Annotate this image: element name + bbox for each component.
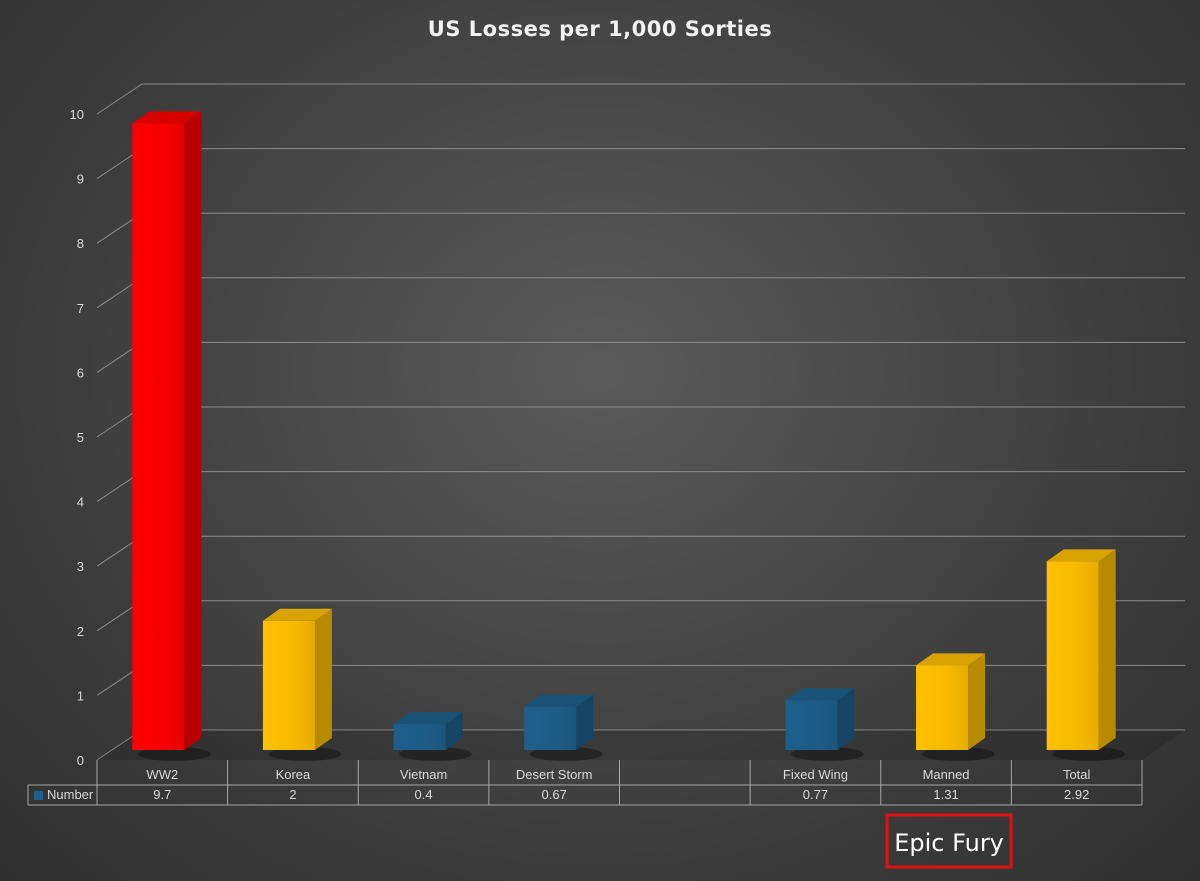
chart-floor xyxy=(97,730,1185,760)
x-tick-label: Fixed Wing xyxy=(783,767,848,782)
bar xyxy=(785,700,838,750)
x-tick-label: Desert Storm xyxy=(516,767,593,782)
callout-label: Epic Fury xyxy=(894,829,1004,857)
y-tick-label: 4 xyxy=(77,495,84,510)
bar-shadow xyxy=(791,747,864,761)
y-tick-label: 1 xyxy=(77,688,84,703)
callout-box xyxy=(885,813,1013,869)
bar xyxy=(393,724,446,750)
y-tick-label: 9 xyxy=(77,172,84,187)
bar-side xyxy=(314,608,332,750)
data-label: 0.77 xyxy=(803,787,828,802)
legend-label: Number xyxy=(47,787,94,802)
bar-side xyxy=(576,694,594,750)
gridline-side xyxy=(96,83,143,115)
y-tick-label: 10 xyxy=(70,107,84,122)
y-tick-label: 0 xyxy=(77,753,84,768)
y-tick-label: 3 xyxy=(77,559,84,574)
callout: Epic Fury xyxy=(885,813,1013,869)
data-label: 0.4 xyxy=(415,787,433,802)
bar xyxy=(524,706,577,750)
x-tick-label: Vietnam xyxy=(400,767,447,782)
data-table: WW2 9.7 Korea 2 Vietnam 0.4 Desert Storm 0.67 Fi… xyxy=(27,760,1143,806)
gridlines: 0 1 2 3 4 5 6 7 8 9 10 xyxy=(70,83,1185,768)
data-label: 1.31 xyxy=(933,787,958,802)
bar-side xyxy=(184,111,202,750)
chart-title: US Losses per 1,000 Sorties xyxy=(428,17,772,41)
x-tick-label: Total xyxy=(1063,767,1091,782)
bar-manned xyxy=(916,653,995,761)
bar-top xyxy=(785,688,855,701)
bar-shadow xyxy=(529,747,603,761)
y-tick-label: 2 xyxy=(77,624,84,639)
bar-top xyxy=(262,608,332,621)
bar-top xyxy=(1046,549,1116,562)
bar-top xyxy=(524,694,594,707)
bar xyxy=(132,123,185,750)
bar-ww2 xyxy=(132,111,211,761)
bar-shadow xyxy=(921,747,995,761)
bar-fixed-wing xyxy=(785,688,864,761)
bar-side xyxy=(968,653,986,750)
bar-korea xyxy=(262,608,342,761)
bar-side xyxy=(837,688,855,750)
bar-side xyxy=(445,712,463,750)
legend-swatch xyxy=(34,791,43,800)
x-tick-label: Manned xyxy=(923,767,970,782)
data-label: 2 xyxy=(289,787,296,802)
y-tick-label: 6 xyxy=(77,365,84,380)
bar-top xyxy=(393,712,463,725)
bar-top xyxy=(132,111,202,124)
bar xyxy=(262,620,315,750)
bar-desert-storm xyxy=(524,694,603,761)
x-tick-label: WW2 xyxy=(146,767,178,782)
bar-top xyxy=(916,653,986,666)
bar-side xyxy=(1098,549,1116,750)
y-tick-label: 5 xyxy=(77,430,84,445)
y-tick-label: 7 xyxy=(77,301,84,316)
bar-shadow xyxy=(1052,747,1126,761)
data-label: 0.67 xyxy=(542,787,567,802)
bar-vietnam xyxy=(393,712,472,761)
bar-shadow xyxy=(268,747,342,761)
bars xyxy=(132,111,1126,761)
y-tick-label: 8 xyxy=(77,236,84,251)
data-label: 9.7 xyxy=(153,787,171,802)
x-tick-label: Korea xyxy=(276,767,311,782)
bar-total xyxy=(1046,549,1126,761)
bar xyxy=(916,665,969,750)
data-label: 2.92 xyxy=(1064,787,1089,802)
bar-shadow xyxy=(137,747,211,761)
bar-shadow xyxy=(399,747,472,761)
bar xyxy=(1046,561,1099,750)
